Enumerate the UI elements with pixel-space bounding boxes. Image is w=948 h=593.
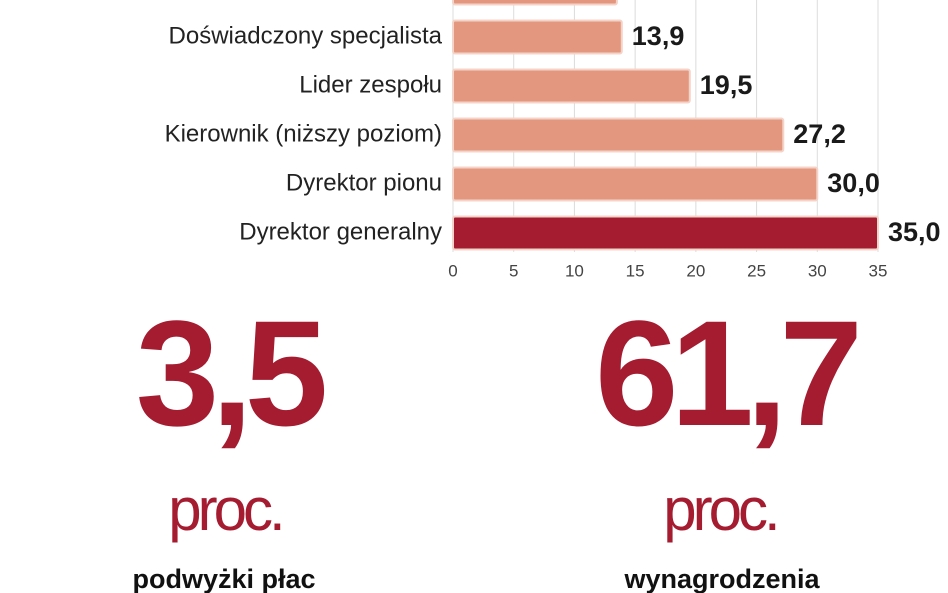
x-tick-label: 30 [808, 261, 827, 280]
bar [452, 68, 691, 104]
bar [452, 117, 785, 153]
x-tick-label: 20 [686, 261, 705, 280]
stat-unit: proc. [168, 476, 281, 543]
value-label: 35,0 [888, 217, 941, 247]
value-label: 27,2 [793, 119, 846, 149]
category-label: Lider zespołu [299, 71, 442, 98]
bar [452, 19, 623, 55]
x-tick-label: 0 [448, 261, 457, 280]
bar [452, 0, 618, 6]
stat-unit: proc. [663, 476, 776, 543]
category-label: Doświadczony specjalista [169, 22, 443, 49]
value-label: 19,5 [700, 70, 753, 100]
bar [452, 166, 819, 202]
stat-value: 61,7 [595, 289, 857, 457]
x-tick-label: 10 [565, 261, 584, 280]
bar [452, 215, 879, 251]
category-label: Dyrektor generalny [239, 218, 442, 245]
x-tick-label: 5 [509, 261, 518, 280]
category-label: Dyrektor pionu [286, 169, 442, 196]
x-tick-label: 25 [747, 261, 766, 280]
x-tick-label: 35 [869, 261, 888, 280]
value-label: 13,9 [632, 21, 685, 51]
x-tick-label: 15 [626, 261, 645, 280]
stat-caption: podwyżki płac [132, 564, 315, 593]
stat-caption: wynagrodzenia [623, 564, 820, 593]
category-label: Kierownik (niższy poziom) [165, 120, 442, 147]
stat-value: 3,5 [136, 289, 325, 457]
value-label: 30,0 [827, 168, 880, 198]
